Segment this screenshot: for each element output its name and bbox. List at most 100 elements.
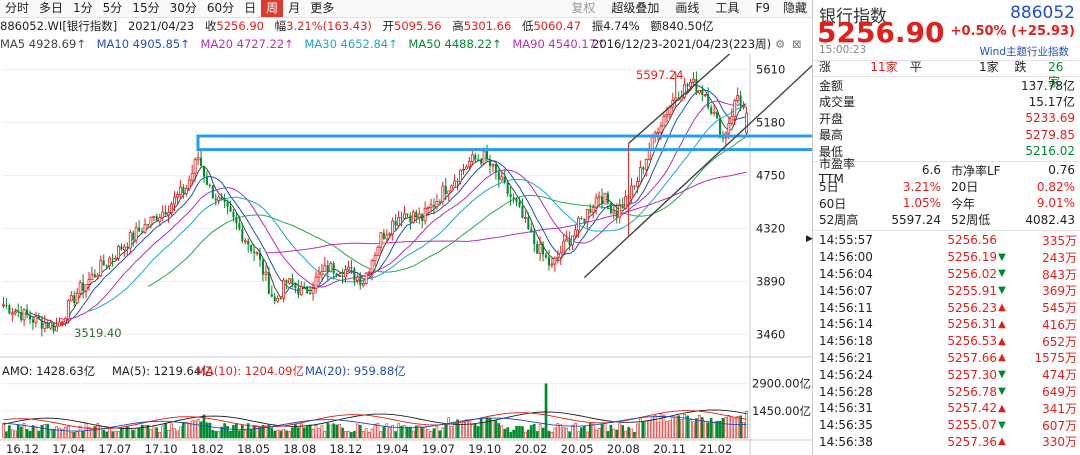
period-tab-7[interactable]: 日 bbox=[244, 1, 257, 15]
volume-bar bbox=[297, 427, 300, 439]
period-tab-4[interactable]: 15分 bbox=[132, 1, 160, 15]
candle-body bbox=[17, 311, 20, 313]
volume-bar bbox=[568, 431, 571, 439]
volume-bar bbox=[214, 430, 218, 439]
candle-body bbox=[226, 202, 229, 207]
volume-bar bbox=[67, 425, 70, 439]
tick-volume: 1575万 bbox=[1034, 351, 1077, 366]
candle-body bbox=[710, 107, 713, 114]
tick-price: 5256.02 bbox=[947, 266, 997, 281]
volume-bar bbox=[19, 426, 23, 439]
candle-body bbox=[273, 296, 276, 302]
valuation-l1: 60日 bbox=[819, 196, 847, 211]
volume-bar bbox=[252, 424, 256, 439]
price-tick-label: 4750 bbox=[756, 168, 785, 182]
candle-body bbox=[411, 211, 415, 223]
gear-icon[interactable]: ⚙ bbox=[775, 37, 786, 51]
x-tick-label: 19.04 bbox=[376, 442, 409, 455]
period-tab-8[interactable]: 周 bbox=[261, 0, 284, 17]
candle-body bbox=[306, 286, 309, 293]
candle-body bbox=[432, 204, 436, 207]
period-tab-5[interactable]: 30分 bbox=[169, 1, 197, 15]
close-icon[interactable]: ⊠ bbox=[792, 37, 802, 51]
volume-bar bbox=[724, 417, 728, 439]
candle-body bbox=[486, 151, 489, 160]
expand-arrow-icon[interactable]: ▶ bbox=[806, 234, 813, 244]
hide-button[interactable]: 隐藏 bbox=[782, 1, 807, 15]
volume-bar bbox=[264, 425, 268, 439]
channel-lower-line bbox=[583, 64, 812, 279]
volume-bar bbox=[524, 431, 527, 439]
tool-button-3[interactable]: 工具 bbox=[715, 1, 740, 15]
period-tab-9[interactable]: 月 bbox=[288, 1, 301, 15]
tool-button-0[interactable]: 复权 bbox=[571, 1, 596, 15]
x-tick-label: 17.07 bbox=[98, 442, 131, 455]
candle-body bbox=[205, 176, 208, 185]
volume-bar bbox=[276, 429, 280, 439]
stat-value: 5216.02 bbox=[1025, 144, 1075, 159]
candle-body bbox=[223, 199, 226, 203]
period-tab-0[interactable]: 分时 bbox=[5, 1, 30, 15]
volume-bar bbox=[353, 430, 356, 439]
period-tab-10[interactable]: 更多 bbox=[310, 1, 335, 15]
period-tab-1[interactable]: 多日 bbox=[39, 1, 64, 15]
volume-bar bbox=[556, 423, 560, 439]
period-tab-3[interactable]: 5分 bbox=[102, 1, 123, 15]
ma10-legend: MA10 4905.85↑ bbox=[96, 37, 190, 51]
high-label: 高 bbox=[452, 19, 464, 33]
valuation-l2: 市净率LF bbox=[951, 163, 1001, 178]
candle-body bbox=[63, 318, 67, 323]
tick-row: 14:56:31 5257.42 ▲ 341万 bbox=[813, 400, 1080, 417]
tool-button-1[interactable]: 超级叠加 bbox=[611, 1, 660, 15]
volume-bar bbox=[438, 430, 442, 439]
volume-bar bbox=[350, 432, 353, 439]
volume-bar bbox=[2, 423, 5, 439]
volume-bar bbox=[585, 431, 589, 439]
volume-bar bbox=[641, 421, 645, 439]
candle-body bbox=[320, 271, 324, 275]
candle-body bbox=[644, 158, 648, 170]
amount-value: 840.50亿 bbox=[661, 19, 714, 33]
tool-button-2[interactable]: 画线 bbox=[675, 1, 700, 15]
kline-chart[interactable]: 5610 5180 4750 4320 3890 3460 2900.00亿 1450.00亿… bbox=[0, 54, 812, 455]
candle-body bbox=[635, 181, 639, 187]
candle-body bbox=[276, 297, 280, 302]
volume-bar bbox=[223, 423, 226, 439]
volume-bar bbox=[93, 426, 97, 439]
candle-body bbox=[170, 203, 173, 213]
candle-body bbox=[202, 165, 206, 177]
wind-theme-link[interactable]: Wind主题行业指数 bbox=[979, 46, 1069, 58]
volume-bar bbox=[562, 427, 566, 439]
tick-volume: 243万 bbox=[1042, 250, 1077, 265]
candle-body bbox=[712, 111, 716, 115]
candle-body bbox=[167, 211, 171, 216]
tick-list[interactable]: 14:55:57 5256.56 335万 14:56:00 5256.19 ▼ 243万 1… bbox=[813, 232, 1080, 455]
candle-body bbox=[332, 263, 335, 274]
period-tab-6[interactable]: 60分 bbox=[206, 1, 235, 15]
candle-body bbox=[267, 272, 270, 294]
volume-bar bbox=[609, 424, 613, 439]
volume-bar bbox=[361, 430, 365, 439]
volume-bar bbox=[612, 428, 616, 439]
volume-bar bbox=[547, 430, 551, 439]
last-change: +0.50% (+25.93) bbox=[950, 24, 1075, 39]
volume-bar bbox=[647, 419, 651, 439]
candle-body bbox=[31, 319, 34, 323]
x-tick-label: 17.04 bbox=[52, 442, 85, 455]
candle-body bbox=[523, 217, 527, 219]
tool-button-4[interactable]: F9 bbox=[755, 1, 770, 15]
arrow-down-icon: ▼ bbox=[998, 285, 1006, 297]
candle-body bbox=[441, 185, 445, 203]
volume-bar bbox=[468, 421, 471, 439]
candle-body bbox=[692, 78, 695, 83]
volume-bar bbox=[355, 423, 359, 439]
candle-body bbox=[707, 94, 710, 108]
candle-body bbox=[361, 282, 365, 286]
candle-body bbox=[182, 187, 185, 194]
candle-body bbox=[423, 207, 427, 222]
volume-bar bbox=[184, 421, 188, 439]
volume-bar bbox=[105, 431, 109, 439]
volume-ma-line bbox=[3, 415, 747, 432]
period-tab-2[interactable]: 1分 bbox=[73, 1, 93, 15]
tick-volume: 335万 bbox=[1042, 233, 1077, 248]
